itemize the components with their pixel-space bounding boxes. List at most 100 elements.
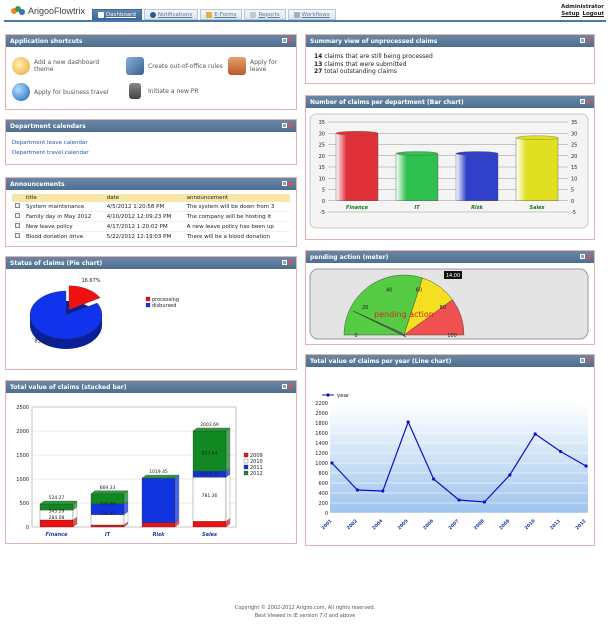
panel-header: Status of claims (Pie chart) — [6, 257, 296, 269]
stack-segment-side — [174, 474, 180, 524]
y-tick-label: 600 — [318, 481, 328, 487]
data-point — [381, 489, 385, 493]
bar-cap — [455, 151, 499, 156]
x-tick-label: 2011 — [549, 518, 562, 531]
y-tick-label: -5 — [320, 210, 325, 216]
y-tick-label: 400 — [318, 491, 328, 497]
legend-label: disbursed — [152, 303, 176, 309]
favorite-icon[interactable] — [585, 37, 592, 44]
table-row[interactable]: Blood donation drive 5/22/2012 12:19:03 P… — [12, 231, 290, 242]
calendars-panel: Department calendars Department leave ca… — [5, 119, 297, 165]
data-label: 284.08 — [49, 515, 65, 521]
panel-header: Number of claims per department (Bar cha… — [306, 96, 594, 108]
y-tick-label-right: -5 — [571, 210, 576, 216]
y-tick-label: 1000 — [315, 461, 328, 467]
column-header[interactable]: title — [23, 194, 104, 202]
y-tick-label: 0 — [325, 511, 328, 517]
favorite-icon[interactable] — [287, 180, 294, 187]
data-point — [508, 473, 512, 477]
settings-icon[interactable] — [282, 384, 287, 389]
data-label: 669.33 — [100, 485, 116, 491]
legend-label: 2009 — [250, 453, 263, 459]
data-point — [533, 432, 537, 436]
gauge-tick-label: 60 — [416, 287, 422, 293]
logo[interactable]: ArigooFlowtrix — [11, 6, 85, 16]
legend-label: 2011 — [250, 465, 263, 471]
y-tick-label: 500 — [19, 501, 29, 507]
summary-panel: Summary view of unprocessed claims 14 cl… — [305, 34, 595, 84]
tab-eforms[interactable]: E-Forms — [200, 9, 243, 20]
gauge-band — [343, 274, 423, 336]
column-header[interactable]: date — [103, 194, 184, 202]
shortcut-out-of-office[interactable]: Create out-of-office rules — [126, 57, 226, 75]
summary-line: 13 claims that were submitted — [314, 60, 407, 68]
legend-swatch — [243, 470, 249, 476]
favorite-icon[interactable] — [287, 37, 294, 44]
tab-reports[interactable]: Reports — [244, 9, 286, 20]
y-tick-label: 30 — [319, 131, 325, 137]
table-row[interactable]: New leave policy 4/17/2012 1:20:02 PM A ne… — [12, 221, 290, 232]
leave-calendar-link[interactable]: Department leave calendar — [12, 140, 88, 146]
table-row[interactable]: System maintenance 4/5/2012 1:20:58 PM The… — [12, 202, 290, 212]
x-tick-label: 2005 — [397, 518, 410, 531]
settings-icon[interactable] — [580, 99, 585, 104]
stack-segment — [141, 477, 176, 523]
shortcut-new-pr[interactable]: Initiate a new PR — [126, 83, 226, 99]
logout-link[interactable]: Logout — [582, 11, 604, 17]
data-label: 1019.45 — [149, 469, 168, 475]
favorite-icon[interactable] — [287, 383, 294, 390]
setup-link[interactable]: Setup — [561, 11, 580, 17]
y-tick-label: 2200 — [315, 401, 328, 407]
pie-panel: Status of claims (Pie chart) 16.67% 83.33… — [5, 256, 297, 370]
panel-header: pending action (meter) — [306, 251, 594, 263]
travel-calendar-link[interactable]: Department travel calendar — [12, 150, 89, 156]
y-tick-label: 20 — [319, 154, 325, 160]
settings-icon[interactable] — [580, 38, 585, 43]
y-tick-label: 0 — [322, 199, 325, 205]
favorite-icon[interactable] — [585, 98, 592, 105]
copyright-text: Copyright © 2002-2012 Arigoo.com, All ri… — [234, 605, 376, 611]
shortcut-business-travel[interactable]: Apply for business travel — [12, 83, 122, 101]
settings-icon[interactable] — [282, 123, 287, 128]
top-bar: ArigooFlowtrix Dashboard Notifications E… — [0, 0, 610, 22]
x-tick-label: 2012 — [574, 518, 587, 531]
stack-segment — [141, 522, 176, 528]
legend-swatch — [243, 464, 249, 470]
data-point — [432, 477, 436, 481]
y-tick-label: 2000 — [16, 429, 29, 435]
settings-icon[interactable] — [282, 181, 287, 186]
panel-header: Application shortcuts — [6, 35, 296, 47]
header-divider — [4, 20, 606, 22]
bar — [395, 153, 439, 201]
favorite-icon[interactable] — [287, 259, 294, 266]
shortcut-apply-leave[interactable]: Apply for leave — [228, 57, 294, 75]
plot-area — [330, 403, 588, 513]
y-tick-label: 1600 — [315, 431, 328, 437]
gauge-value-label: 14.00 — [446, 273, 460, 279]
settings-icon[interactable] — [580, 254, 585, 259]
shortcut-add-theme[interactable]: Add a new dashboard theme — [12, 57, 116, 75]
tab-workflows[interactable]: Workflows — [287, 9, 336, 20]
data-point — [584, 464, 588, 468]
workflow-icon — [293, 11, 300, 18]
x-tick-label: 2004 — [371, 518, 384, 531]
favorite-icon[interactable] — [585, 253, 592, 260]
y-tick-label: 35 — [319, 120, 325, 126]
bar-cap — [395, 151, 439, 156]
data-label: 335.09 — [100, 501, 116, 507]
logo-text: ArigooFlowtrix — [28, 6, 86, 16]
settings-icon[interactable] — [282, 38, 287, 43]
data-point — [559, 449, 563, 454]
settings-icon[interactable] — [282, 260, 287, 265]
tab-notifications[interactable]: Notifications — [143, 9, 199, 20]
column-header[interactable]: announcement — [183, 194, 290, 202]
settings-icon[interactable] — [580, 358, 585, 363]
favorite-icon[interactable] — [287, 122, 294, 129]
tab-dashboard[interactable]: Dashboard — [92, 9, 142, 20]
y-tick-label: 15 — [319, 165, 325, 171]
legend-swatch — [243, 452, 249, 458]
favorite-icon[interactable] — [585, 357, 592, 364]
table-row[interactable]: Family day in May 2012 4/10/2012 12:09:23… — [12, 211, 290, 222]
panel-header: Summary view of unprocessed claims — [306, 35, 594, 47]
